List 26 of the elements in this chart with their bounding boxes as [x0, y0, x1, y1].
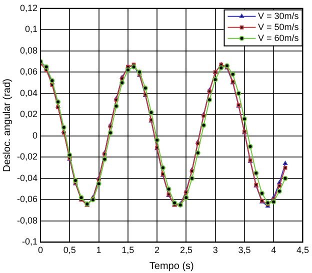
x-tick-label: 0,5 — [63, 245, 76, 256]
x-tick-label: 1,5 — [122, 245, 134, 256]
y-tick-label: -0,04 — [17, 172, 38, 183]
x-tick-label: 1 — [96, 245, 102, 256]
y-tick-label: 0 — [32, 130, 38, 140]
y-tick-label: 0,08 — [20, 45, 38, 56]
legend-label: V = 30m/s — [258, 10, 300, 21]
y-tick-label: 0,06 — [20, 66, 38, 77]
y-tick-label: -0,06 — [17, 194, 38, 204]
x-tick-label: 3,5 — [238, 245, 251, 256]
y-tick-label: 0,04 — [20, 88, 38, 98]
y-tick-label: 0,02 — [20, 109, 38, 120]
y-tick-label: -0,08 — [17, 215, 38, 226]
x-axis-title: Tempo (s) — [149, 260, 194, 272]
y-tick-label: 0,1 — [25, 24, 38, 34]
x-tick-label: 3 — [212, 245, 218, 256]
y-axis-title: Desloc. angular (rad) — [2, 78, 13, 172]
x-tick-label: 2,5 — [180, 245, 192, 256]
x-tick-label: 4 — [271, 245, 276, 256]
x-tick-label: 4,5 — [296, 245, 309, 256]
legend-label: V = 50m/s — [258, 22, 300, 32]
y-tick-label: 0,12 — [20, 2, 38, 13]
y-tick-label: -0,1 — [22, 236, 38, 247]
x-tick-label: 2 — [154, 245, 160, 256]
y-tick-label: -0,02 — [17, 152, 38, 162]
legend-label: V = 60m/s — [258, 32, 300, 43]
